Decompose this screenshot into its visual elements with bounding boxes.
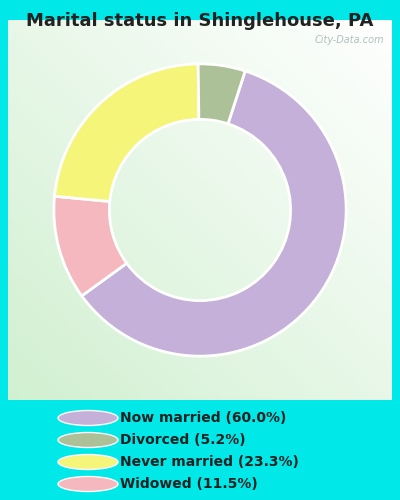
Circle shape bbox=[58, 432, 118, 448]
Wedge shape bbox=[54, 196, 127, 296]
Text: Marital status in Shinglehouse, PA: Marital status in Shinglehouse, PA bbox=[26, 12, 374, 30]
Text: Now married (60.0%): Now married (60.0%) bbox=[120, 411, 286, 425]
Text: Divorced (5.2%): Divorced (5.2%) bbox=[120, 433, 246, 447]
Circle shape bbox=[58, 454, 118, 469]
Wedge shape bbox=[198, 64, 245, 124]
Circle shape bbox=[58, 410, 118, 426]
Text: Never married (23.3%): Never married (23.3%) bbox=[120, 455, 299, 469]
Wedge shape bbox=[54, 64, 199, 202]
Text: City-Data.com: City-Data.com bbox=[315, 35, 384, 45]
Wedge shape bbox=[82, 71, 346, 356]
Circle shape bbox=[58, 476, 118, 492]
Text: Widowed (11.5%): Widowed (11.5%) bbox=[120, 477, 258, 491]
